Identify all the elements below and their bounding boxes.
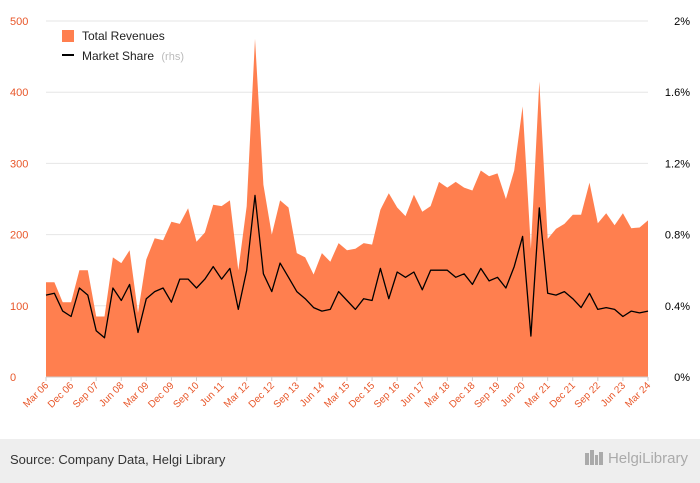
x-tick-label: Jun 17 <box>398 380 427 409</box>
total-revenues-area <box>46 38 648 378</box>
x-tick-label: Sep 07 <box>71 380 101 410</box>
y2-tick-label: 2% <box>674 16 690 28</box>
x-tick-label: Sep 19 <box>472 380 502 410</box>
x-tick-label: Sep 16 <box>372 380 402 410</box>
x-tick-label: Sep 22 <box>573 380 603 410</box>
x-tick-label: Dec 15 <box>347 380 377 410</box>
x-tick-label: Dec 09 <box>146 380 176 410</box>
footer: Source: Company Data, Helgi Library Helg… <box>0 439 700 483</box>
x-tick-label: Dec 21 <box>548 380 578 410</box>
legend: Total Revenues Market Share (rhs) <box>62 29 184 63</box>
legend-label-rhs: (rhs) <box>161 51 184 63</box>
y2-tick-label: 0.4% <box>665 301 690 313</box>
x-tick-label: Mar 09 <box>122 380 152 410</box>
x-tick-label: Jun 20 <box>499 380 528 409</box>
y-tick-label: 500 <box>10 16 28 28</box>
x-tick-label: Mar 18 <box>423 380 453 410</box>
revenue-area-layer <box>46 38 648 378</box>
x-tick-label: Sep 10 <box>171 380 201 410</box>
y-axis-right: 0% 0.4% 0.8% 1.2% 1.6% 2% <box>665 16 690 384</box>
market-share-line-layer <box>45 194 649 339</box>
y2-tick-label: 0.8% <box>665 230 690 242</box>
x-tick-label: Sep 13 <box>272 380 302 410</box>
x-tick-label: Dec 06 <box>46 380 76 410</box>
y2-tick-label: 1.6% <box>665 87 690 99</box>
svg-text:Market Share (rhs): Market Share (rhs) <box>82 49 184 63</box>
y-tick-label: 100 <box>10 301 28 313</box>
library-icon <box>584 450 603 465</box>
x-tick-label: Dec 18 <box>447 380 477 410</box>
x-tick-label: Jun 14 <box>298 380 327 409</box>
y-tick-label: 400 <box>10 87 28 99</box>
y-axis-left: 0 100 200 300 400 500 <box>10 16 28 384</box>
x-tick-label: Jun 11 <box>198 380 227 409</box>
legend-label-market-share: Market Share <box>82 49 154 63</box>
market-share-line <box>45 194 649 339</box>
chart: 0 100 200 300 400 500 0% 0.4% 0.8% 1.2% 1.6% 2% Ma… <box>10 16 690 411</box>
brand-logo: HelgiLibrary <box>584 449 688 467</box>
legend-label-total-revenues: Total Revenues <box>82 29 165 43</box>
x-tick-label: Mar 21 <box>523 380 553 410</box>
x-tick-label: Jun 23 <box>599 380 628 409</box>
legend-swatch-total-revenues <box>62 30 74 42</box>
x-tick-label: Mar 15 <box>322 380 352 410</box>
y-tick-label: 200 <box>10 230 28 242</box>
x-tick-label: Mar 12 <box>222 380 252 410</box>
y-tick-label: 0 <box>10 372 16 384</box>
x-tick-label: Jun 08 <box>97 380 126 409</box>
brand-name: HelgiLibrary <box>607 450 688 467</box>
x-tick-label: Dec 12 <box>247 380 277 410</box>
y2-tick-label: 1.2% <box>665 158 690 170</box>
x-tick-label: Mar 06 <box>21 380 51 410</box>
y-tick-label: 300 <box>10 158 28 170</box>
x-tick-label: Mar 24 <box>623 380 653 410</box>
y2-tick-label: 0% <box>674 372 690 384</box>
source-text: Source: Company Data, Helgi Library <box>10 452 226 467</box>
